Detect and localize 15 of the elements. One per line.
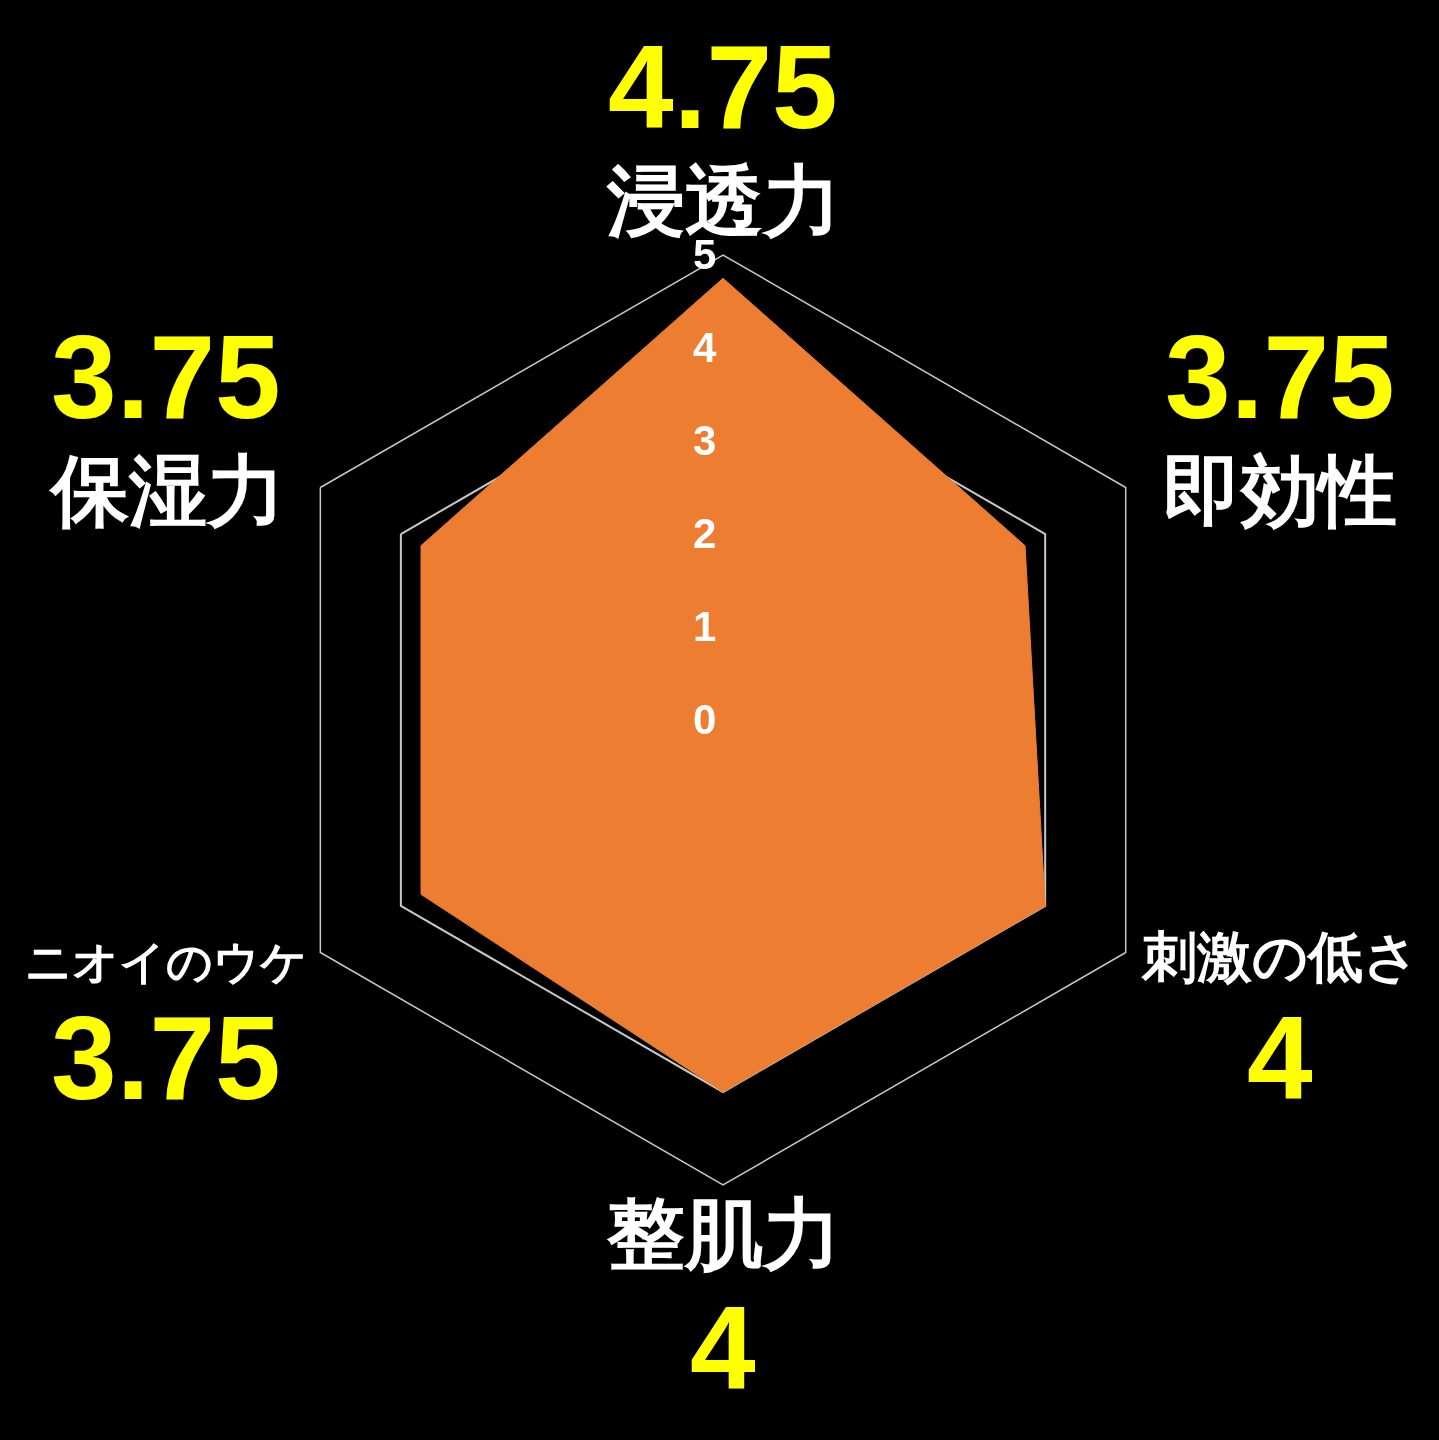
spoke-label: ニオイのウケ [25, 937, 307, 988]
data-label: 4 [1247, 992, 1313, 1124]
y-tick-label: 4 [692, 323, 717, 371]
spoke-label: 保湿力 [48, 447, 285, 535]
spoke-label: 刺激の低さ [1141, 926, 1419, 988]
spoke-label: 整肌力 [606, 1190, 841, 1278]
y-tick-label: 0 [692, 695, 717, 743]
spoke-label: 即効性 [1163, 447, 1397, 535]
data-label: 4.75 [608, 21, 838, 153]
data-label: 3.75 [1165, 311, 1395, 443]
y-tick-label: 2 [692, 509, 717, 557]
data-label: 3.75 [51, 311, 281, 443]
y-tick-label: 3 [692, 416, 717, 464]
data-label: 3.75 [51, 992, 281, 1124]
y-tick-label: 1 [692, 602, 717, 650]
